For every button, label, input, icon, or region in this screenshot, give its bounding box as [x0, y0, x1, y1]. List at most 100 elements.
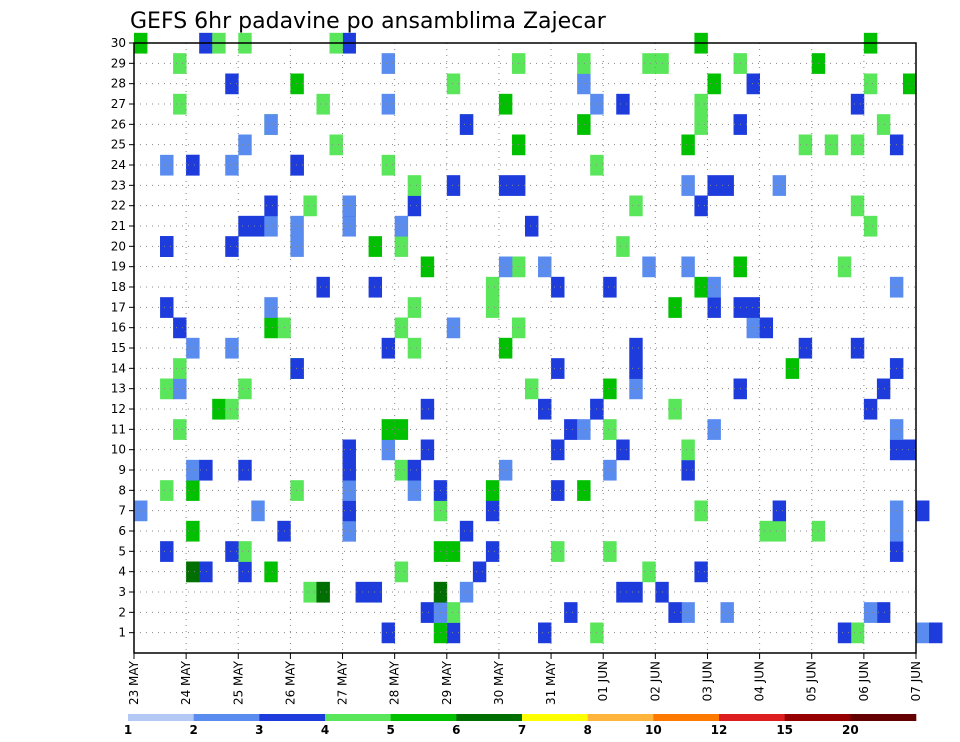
heatmap-cell: [902, 439, 917, 461]
y-tick-label: 11: [111, 422, 126, 436]
legend-label: 6: [452, 723, 460, 737]
heatmap-cell: [916, 500, 930, 522]
heatmap-cell: [772, 175, 787, 196]
heatmap-cell: [850, 195, 865, 217]
heatmap-cell: [629, 358, 643, 379]
heatmap-cell: [303, 581, 317, 603]
color-legend: 1 2 3 4 5 6 7 8 10 12 15 20: [124, 714, 917, 737]
heatmap-cell: [407, 297, 422, 318]
heatmap-cell: [368, 276, 383, 298]
legend-swatch: [456, 714, 523, 721]
x-tick-label: 06 JUN: [857, 661, 871, 701]
heatmap-cell: [668, 297, 682, 318]
heatmap-cell: [694, 276, 708, 298]
heatmap-cell: [173, 53, 187, 74]
heatmap-cell: [902, 73, 917, 95]
legend-swatch: [653, 714, 720, 721]
y-tick-label: 27: [111, 97, 126, 111]
heatmap-cell: [225, 154, 239, 176]
heatmap-cell: [616, 439, 630, 461]
legend-swatch: [850, 714, 917, 721]
heatmap-cell: [446, 73, 461, 95]
heatmap-cell: [916, 622, 930, 644]
heatmap-cell: [381, 154, 396, 176]
legend-swatch: [522, 714, 588, 721]
heatmap-cell: [446, 175, 461, 196]
x-tick-label: 30 MAY: [492, 660, 506, 705]
heatmap-cell: [616, 581, 630, 603]
heatmap-cell: [668, 398, 682, 420]
y-tick-label: 26: [111, 117, 126, 131]
heatmap-cell: [498, 459, 513, 481]
heatmap-cell: [538, 398, 552, 420]
legend-swatch: [193, 714, 260, 721]
x-tick-label: 23 MAY: [127, 660, 141, 705]
heatmap-cell: [551, 541, 565, 562]
heatmap-cell: [863, 215, 878, 237]
heatmap-cells: [134, 32, 943, 644]
heatmap-cell: [381, 439, 396, 461]
heatmap-cell: [290, 73, 304, 95]
heatmap-cell: [342, 215, 356, 237]
legend-label: 10: [645, 723, 662, 737]
y-tick-label: 17: [111, 300, 126, 314]
heatmap-cell: [160, 480, 174, 501]
heatmap-cell: [525, 215, 539, 237]
chart-title: GEFS 6hr padavine po ansamblima Zajecar: [130, 9, 607, 34]
heatmap-cell: [850, 134, 865, 156]
heatmap-cell: [407, 459, 422, 481]
heatmap-cell: [525, 378, 539, 400]
heatmap-cell: [407, 195, 422, 217]
heatmap-cell: [824, 134, 839, 156]
heatmap-cell: [264, 561, 278, 583]
heatmap-cell: [720, 602, 734, 623]
heatmap-cell: [160, 154, 174, 176]
heatmap-cell: [863, 73, 878, 95]
legend-swatch: [128, 714, 194, 721]
heatmap-cell: [394, 236, 409, 257]
heatmap-cell: [498, 93, 513, 115]
y-tick-label: 4: [118, 565, 126, 579]
heatmap-cell: [603, 276, 617, 298]
heatmap-cell: [264, 297, 278, 318]
legend-label: 20: [842, 723, 859, 737]
heatmap-cell: [342, 195, 356, 217]
heatmap-cell: [629, 581, 643, 603]
heatmap-cell: [485, 500, 500, 522]
heatmap-cell: [290, 236, 304, 257]
y-tick-label: 22: [111, 199, 126, 213]
heatmap-cell: [199, 459, 213, 481]
heatmap-cell: [264, 317, 278, 339]
heatmap-cell: [186, 480, 200, 501]
legend-swatch: [587, 714, 654, 721]
heatmap-cell: [225, 541, 239, 562]
heatmap-cell: [238, 134, 252, 156]
y-tick-label: 15: [111, 341, 126, 355]
heatmap-cell: [329, 134, 343, 156]
heatmap-cell: [629, 195, 643, 217]
heatmap-cell: [642, 53, 656, 74]
heatmap-cell: [342, 520, 356, 542]
heatmap-cell: [603, 459, 617, 481]
heatmap-cell: [863, 602, 878, 623]
heatmap-cell: [772, 520, 787, 542]
heatmap-cell: [642, 561, 656, 583]
heatmap-cell: [407, 480, 422, 501]
heatmap-cell: [485, 276, 500, 298]
heatmap-cell: [420, 398, 435, 420]
heatmap-cell: [290, 480, 304, 501]
x-tick-label: 27 MAY: [336, 660, 350, 705]
heatmap-cell: [681, 134, 695, 156]
heatmap-cell: [173, 358, 187, 379]
heatmap-cell: [707, 175, 721, 196]
heatmap-cell: [290, 154, 304, 176]
heatmap-cell: [420, 256, 435, 278]
y-tick-label: 16: [111, 321, 126, 335]
heatmap-cell: [225, 398, 239, 420]
heatmap-cell: [551, 480, 565, 501]
x-tick-label: 28 MAY: [388, 660, 402, 705]
heatmap-cell: [746, 73, 760, 95]
y-tick-label: 18: [111, 280, 126, 294]
heatmap-cell: [837, 622, 852, 644]
heatmap-cell: [485, 541, 500, 562]
